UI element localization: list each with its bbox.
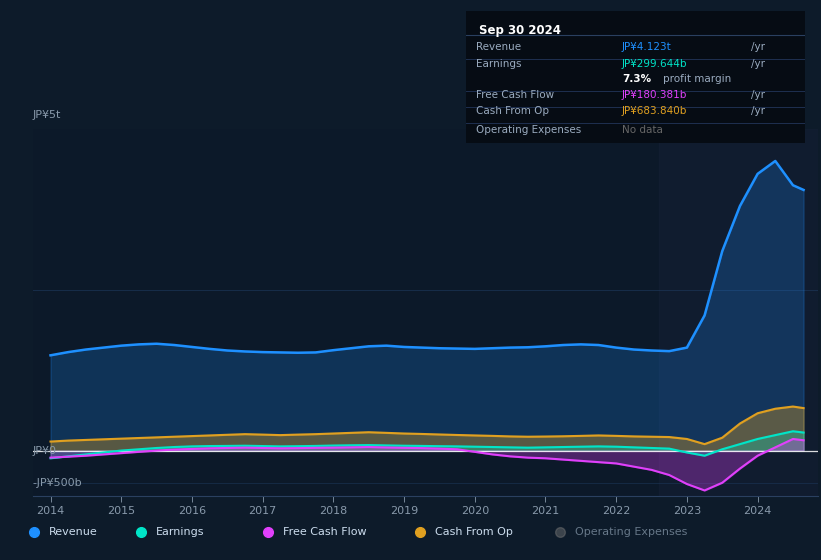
Text: Sep 30 2024: Sep 30 2024 [479,25,561,38]
Text: Cash From Op: Cash From Op [435,528,513,538]
Text: 7.3%: 7.3% [621,74,651,84]
Text: Free Cash Flow: Free Cash Flow [475,90,554,100]
Text: JP¥180.381b: JP¥180.381b [621,90,687,100]
Text: -JP¥500b: -JP¥500b [33,478,82,488]
Text: Revenue: Revenue [49,528,98,538]
Text: JP¥5t: JP¥5t [33,110,62,120]
Text: Revenue: Revenue [475,43,521,53]
Text: JP¥683.840b: JP¥683.840b [621,106,687,116]
Text: JP¥4.123t: JP¥4.123t [621,43,672,53]
Text: profit margin: profit margin [663,74,731,84]
Text: JP¥299.644b: JP¥299.644b [621,59,687,69]
Text: No data: No data [621,125,663,134]
Text: /yr: /yr [751,90,765,100]
Text: Operating Expenses: Operating Expenses [575,528,687,538]
Text: Earnings: Earnings [156,528,204,538]
Text: /yr: /yr [751,43,765,53]
Text: Operating Expenses: Operating Expenses [475,125,581,134]
Text: JP¥0: JP¥0 [33,446,57,455]
Bar [658,129,818,496]
Text: Cash From Op: Cash From Op [475,106,548,116]
Text: /yr: /yr [751,59,765,69]
Text: Earnings: Earnings [475,59,521,69]
Text: Free Cash Flow: Free Cash Flow [283,528,367,538]
Text: /yr: /yr [751,106,765,116]
